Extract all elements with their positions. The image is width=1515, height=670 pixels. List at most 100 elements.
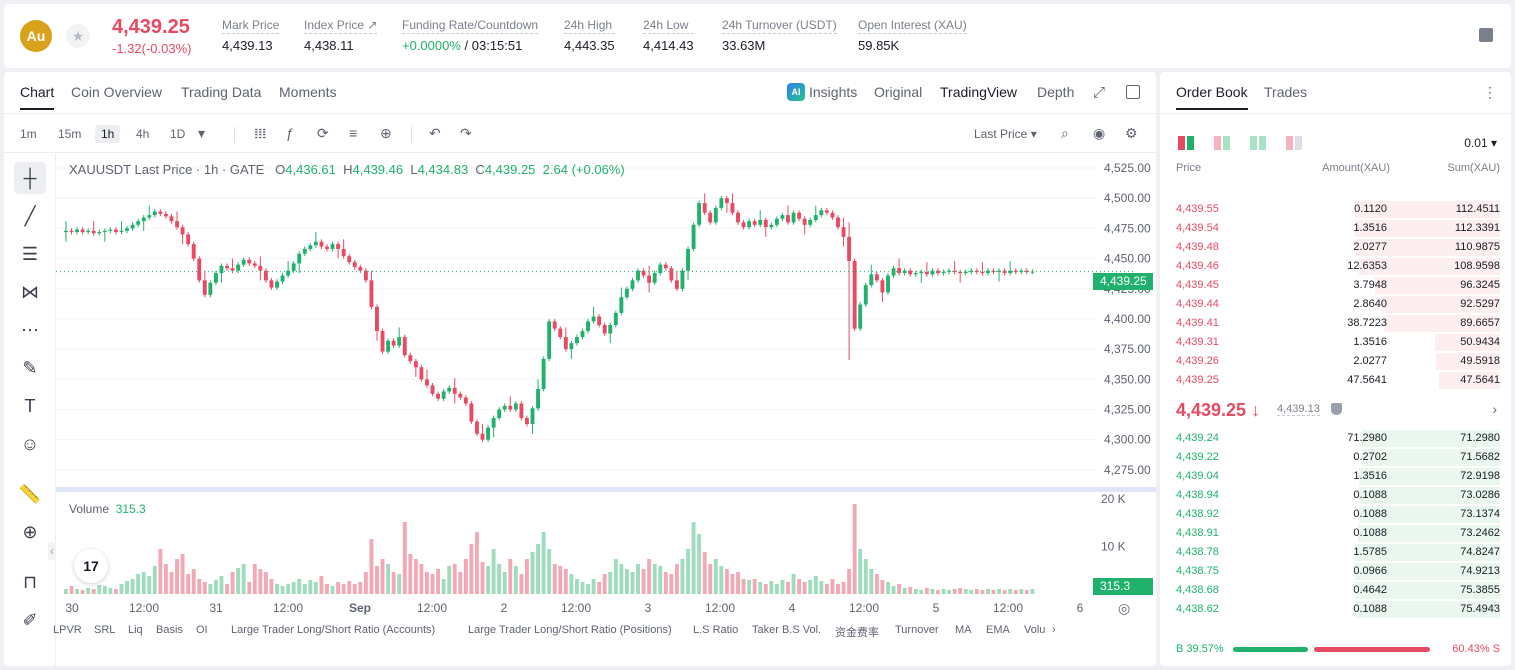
indicator-volume[interactable]: Volu (1024, 624, 1046, 636)
indicators-icon[interactable]: ƒ (286, 125, 294, 141)
price-chart[interactable]: 4,525.004,500.004,475.004,450.004,425.00… (56, 154, 1156, 624)
candle-body (197, 258, 202, 281)
chevron-right-icon[interactable]: › (1492, 401, 1497, 417)
view-both-icon[interactable] (1178, 136, 1194, 150)
timeframe-15m[interactable]: 15m (58, 127, 82, 141)
add-indicator-icon[interactable]: ⊕ (380, 125, 392, 141)
collapse-panel-icon[interactable]: ‹ (48, 542, 56, 560)
row-amount: 71.2980 (1347, 432, 1387, 444)
screenshot-icon[interactable]: ◉ (1093, 125, 1106, 141)
tab-insights[interactable]: Insights (809, 84, 858, 100)
bid-row[interactable]: 4,438.62 0.1088 75.4943 (1176, 600, 1500, 619)
crosshair-icon[interactable]: ┼ (14, 162, 46, 194)
tab-tradingview[interactable]: TradingView (940, 84, 1018, 100)
ask-row[interactable]: 4,439.26 2.0277 49.5918 (1176, 352, 1500, 371)
indicator-funding-rate[interactable]: 资金费率 (835, 627, 879, 639)
ask-row[interactable]: 4,439.31 1.3516 50.9434 (1176, 333, 1500, 352)
bid-row[interactable]: 4,438.78 1.5785 74.8247 (1176, 543, 1500, 562)
tab-order-book[interactable]: Order Book (1176, 84, 1248, 110)
horizontal-lines-icon[interactable]: ☰ (21, 243, 39, 264)
volume-bar (325, 584, 329, 594)
stat-mark-price[interactable]: Mark Price 4,439.13 (222, 18, 280, 53)
tab-depth[interactable]: Depth (1037, 84, 1075, 100)
bid-row[interactable]: 4,439.24 71.2980 71.2980 (1176, 429, 1500, 448)
indicator-taker-vol[interactable]: Taker B.S Vol. (752, 624, 822, 636)
brush-icon[interactable]: ✎ (22, 357, 38, 378)
timeframe-dropdown-icon[interactable]: ▾ (198, 125, 206, 141)
more-options-icon[interactable]: ⋮ (1483, 84, 1497, 100)
search-icon[interactable]: ⌕ (1061, 125, 1069, 141)
ask-row[interactable]: 4,439.25 47.5641 47.5641 (1176, 371, 1500, 390)
bid-row[interactable]: 4,438.75 0.0966 74.9213 (1176, 562, 1500, 581)
indicator-oi[interactable]: OI (196, 624, 208, 636)
indicator-srl[interactable]: SRL (94, 624, 116, 636)
goto-realtime-icon[interactable]: ◎ (1118, 600, 1131, 616)
timeframe-1h[interactable]: 1h (95, 125, 121, 143)
ask-row[interactable]: 4,439.41 38.7223 89.6657 (1176, 314, 1500, 333)
replay-icon[interactable]: ⟳ (317, 125, 329, 141)
indicator-lt-ratio-positions[interactable]: Large Trader Long/Short Ratio (Positions… (468, 624, 672, 636)
ask-row[interactable]: 4,439.54 1.3516 112.3391 (1176, 219, 1500, 238)
magnet-icon[interactable]: ⊓ (22, 571, 38, 592)
emoji-icon[interactable]: ☺ (20, 433, 40, 454)
settings-gear-icon[interactable]: ⚙ (1125, 125, 1138, 141)
guide-book-icon[interactable] (1479, 28, 1493, 42)
bid-row[interactable]: 4,438.94 0.1088 73.0286 (1176, 486, 1500, 505)
ask-row[interactable]: 4,439.44 2.8640 92.5297 (1176, 295, 1500, 314)
view-trades-icon[interactable] (1286, 136, 1302, 150)
tab-coin-overview[interactable]: Coin Overview (71, 84, 163, 100)
price-type-select[interactable]: Last Price ▾ (974, 127, 1037, 141)
fullscreen-icon[interactable]: ⤢ (1093, 84, 1106, 101)
fib-icon[interactable]: ⋯ (21, 319, 39, 340)
precision-select[interactable]: 0.01 ▾ (1464, 136, 1497, 150)
row-amount: 1.3516 (1353, 336, 1387, 348)
text-tool-icon[interactable]: T (24, 395, 36, 416)
bid-row[interactable]: 4,439.04 1.3516 72.9198 (1176, 467, 1500, 486)
bid-row[interactable]: 4,439.22 0.2702 71.5682 (1176, 448, 1500, 467)
zoom-in-icon[interactable]: ⊕ (22, 521, 38, 542)
row-sum: 112.4511 (1455, 203, 1500, 215)
trend-line-icon[interactable]: ╱ (24, 205, 36, 226)
ask-row[interactable]: 4,439.46 12.6353 108.9598 (1176, 257, 1500, 276)
view-bids-icon[interactable] (1250, 136, 1266, 150)
candle-body (963, 271, 968, 274)
row-sum: 72.9198 (1460, 470, 1500, 482)
candle-type-icon[interactable]: 𝍖 (254, 125, 267, 141)
pattern-icon[interactable]: ⋈ (21, 281, 39, 302)
indicator-ls-ratio[interactable]: L.S Ratio (693, 624, 739, 636)
ask-row[interactable]: 4,439.45 3.7948 96.3245 (1176, 276, 1500, 295)
indicator-scroll-right-icon[interactable]: › (1052, 624, 1056, 636)
undo-icon[interactable]: ↶ (429, 125, 441, 141)
ask-row[interactable]: 4,439.55 0.1120 112.4511 (1176, 200, 1500, 219)
ask-row[interactable]: 4,439.48 2.0277 110.9875 (1176, 238, 1500, 257)
candle-body (930, 270, 935, 275)
tab-moments[interactable]: Moments (279, 84, 337, 100)
timeframe-4h[interactable]: 4h (136, 127, 150, 141)
stat-index-price[interactable]: Index Price ↗ 4,438.11 (304, 18, 378, 53)
indicator-lpvr[interactable]: LPVR (53, 624, 82, 636)
indicator-ema[interactable]: EMA (986, 624, 1010, 636)
view-asks-icon[interactable] (1214, 136, 1230, 150)
bid-row[interactable]: 4,438.92 0.1088 73.1374 (1176, 505, 1500, 524)
tab-original[interactable]: Original (874, 84, 923, 100)
indicator-lt-ratio-accounts[interactable]: Large Trader Long/Short Ratio (Accounts) (231, 624, 436, 636)
indicator-turnover[interactable]: Turnover (895, 624, 939, 636)
templates-icon[interactable]: ≡ (349, 125, 358, 141)
bid-row[interactable]: 4,438.91 0.1088 73.2462 (1176, 524, 1500, 543)
bid-row[interactable]: 4,438.68 0.4642 75.3855 (1176, 581, 1500, 600)
redo-icon[interactable]: ↷ (460, 125, 472, 141)
indicator-liq[interactable]: Liq (128, 624, 143, 636)
favorite-star-icon[interactable]: ★ (66, 24, 90, 48)
tab-chart[interactable]: Chart (20, 84, 55, 110)
timeframe-1d[interactable]: 1D (170, 127, 186, 141)
window-toggle-icon[interactable] (1126, 85, 1140, 99)
draw-pencil-icon[interactable]: ✐ (22, 609, 38, 630)
tab-trades[interactable]: Trades (1264, 84, 1308, 100)
ruler-icon[interactable]: 📏 (18, 483, 42, 504)
tradingview-logo[interactable]: 17 (74, 549, 108, 583)
stat-funding-rate[interactable]: Funding Rate/Countdown +0.0000% / 03:15:… (402, 18, 539, 53)
indicator-ma[interactable]: MA (955, 624, 972, 636)
timeframe-1m[interactable]: 1m (20, 127, 37, 141)
tab-trading-data[interactable]: Trading Data (181, 84, 262, 100)
indicator-basis[interactable]: Basis (156, 624, 183, 636)
